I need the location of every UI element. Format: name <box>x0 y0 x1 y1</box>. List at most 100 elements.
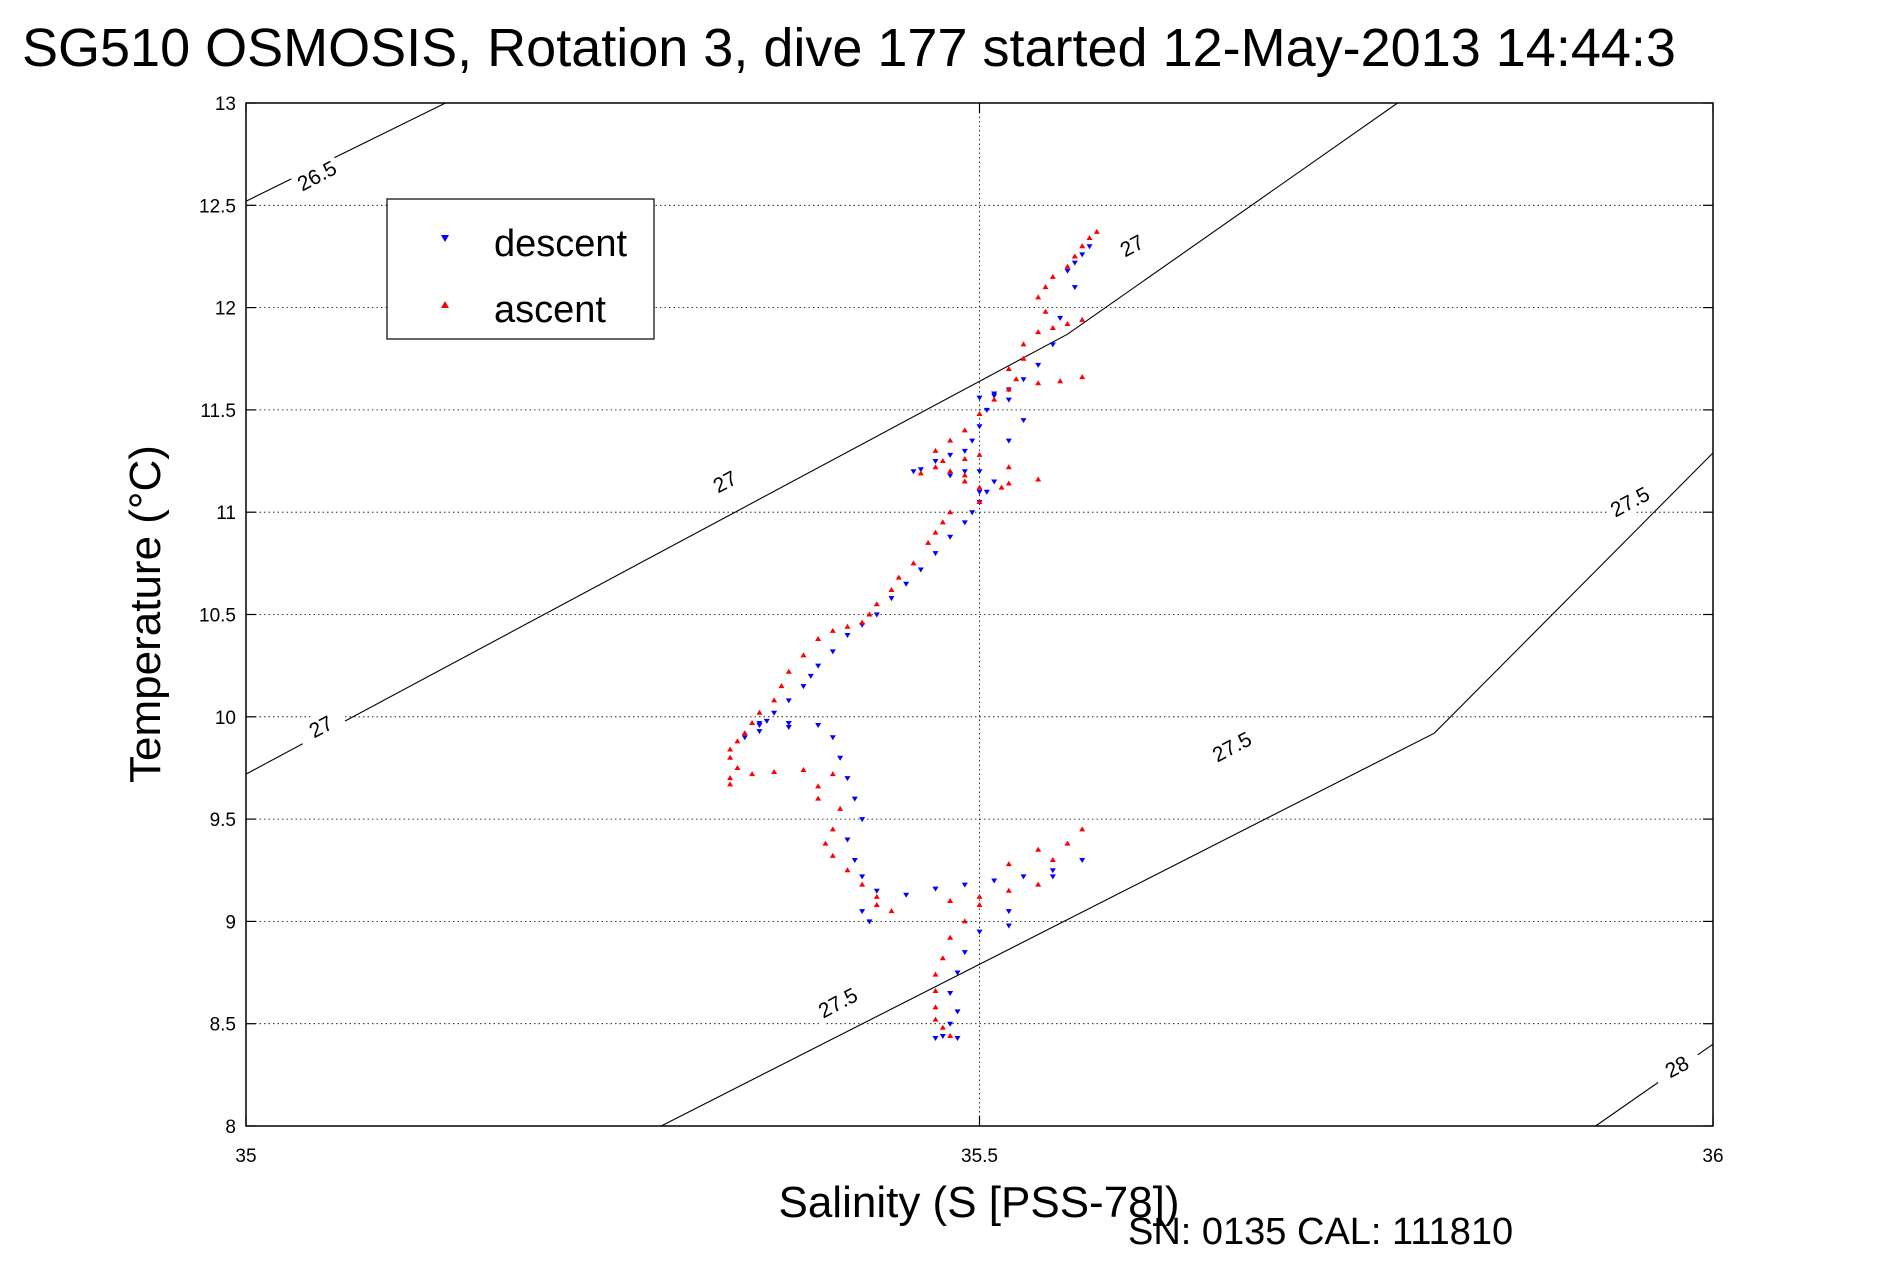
descent-point <box>991 479 998 485</box>
ascent-point <box>1005 464 1012 470</box>
descent-point <box>932 459 939 465</box>
ascent-point <box>815 636 822 642</box>
ascent-point <box>947 468 954 474</box>
descent-point <box>947 452 954 458</box>
y-tick-label: 9 <box>225 912 236 933</box>
isopycnal-line <box>245 102 446 202</box>
descent-point <box>844 837 851 843</box>
ascent-point <box>859 619 866 625</box>
ascent-point <box>947 1032 954 1038</box>
ascent-point <box>741 730 748 736</box>
ascent-point <box>844 867 851 873</box>
descent-point <box>1049 874 1056 880</box>
y-axis-label: Temperature (°C) <box>121 445 170 783</box>
ascent-point <box>947 897 954 903</box>
descent-point <box>888 596 895 602</box>
ascent-point <box>998 484 1005 490</box>
descent-point <box>961 448 968 454</box>
ascent-point <box>1079 374 1086 380</box>
descent-point <box>961 520 968 526</box>
ascent-point <box>727 754 734 760</box>
ascent-point <box>1035 476 1042 482</box>
descent-point <box>932 1036 939 1042</box>
ascent-point <box>1005 365 1012 371</box>
ascent-point <box>1005 480 1012 486</box>
ascent-point <box>976 498 983 504</box>
ascent-point <box>829 627 836 633</box>
descent-point <box>873 612 880 618</box>
descent-point <box>903 892 910 898</box>
contour-label-mask <box>1204 723 1259 769</box>
ascent-point <box>888 586 895 592</box>
y-tick-label: 12 <box>215 299 236 320</box>
ascent-point <box>932 1004 939 1010</box>
descent-point <box>829 735 836 741</box>
descent-point <box>976 469 983 475</box>
ascent-point <box>976 902 983 908</box>
axis-ticks: 35 35.5 36 8 8.5 9 9.5 10 10.5 11 11.5 12 12.5 13 <box>199 94 1724 1167</box>
descent-point <box>785 725 792 731</box>
descent-point <box>829 649 836 655</box>
ascent-point <box>961 478 968 484</box>
ascent-point <box>1035 846 1042 852</box>
ascent-point <box>815 783 822 789</box>
x-tick-label: 35.5 <box>961 1146 998 1167</box>
ascent-point <box>976 451 983 457</box>
descent-point <box>756 729 763 735</box>
descent-point <box>1071 285 1078 291</box>
data-points <box>727 228 1100 1042</box>
ascent-point <box>800 652 807 658</box>
descent-point <box>1079 858 1086 864</box>
descent-point <box>1020 377 1027 383</box>
descent-point <box>932 886 939 892</box>
descent-point <box>1020 418 1027 424</box>
contour-label-mask <box>810 979 865 1025</box>
ascent-point <box>749 719 756 725</box>
ascent-point <box>1079 243 1086 249</box>
descent-point <box>1005 438 1012 444</box>
ascent-point <box>1057 378 1064 384</box>
ascent-point <box>1064 320 1071 326</box>
ascent-point <box>1049 325 1056 331</box>
descent-point <box>1035 362 1042 368</box>
ascent-point <box>771 697 778 703</box>
descent-point <box>976 395 983 401</box>
y-tick-label: 8.5 <box>210 1015 236 1036</box>
ascent-point <box>932 971 939 977</box>
descent-point <box>866 919 873 925</box>
ascent-point <box>756 709 763 715</box>
descent-point <box>910 469 917 475</box>
descent-point <box>1086 244 1093 250</box>
contour-label-mask <box>293 703 348 749</box>
descent-point <box>976 489 983 495</box>
ascent-point <box>925 539 932 545</box>
ascent-point <box>734 764 741 770</box>
ascent-point <box>829 826 836 832</box>
descent-point <box>1057 315 1064 321</box>
ascent-point <box>749 771 756 777</box>
legend-box <box>386 198 655 340</box>
ascent-point <box>727 775 734 781</box>
descent-point <box>976 929 983 935</box>
legend-ascent-marker <box>441 301 449 308</box>
descent-point <box>1020 874 1027 880</box>
contour-label-mask <box>289 152 344 198</box>
descent-point <box>1079 252 1086 258</box>
ascent-point <box>785 668 792 674</box>
y-tick-label: 9.5 <box>210 810 236 831</box>
isopycnal-line <box>660 452 1714 1127</box>
ascent-point <box>1071 253 1078 259</box>
ascent-point <box>939 955 946 961</box>
descent-point <box>991 391 998 397</box>
y-tick-label: 12.5 <box>199 196 236 217</box>
y-tick-label: 13 <box>215 94 236 115</box>
ascent-point <box>1093 228 1100 234</box>
ascent-point <box>815 795 822 801</box>
descent-point <box>756 722 763 728</box>
ascent-point <box>1035 329 1042 335</box>
descent-point <box>947 473 954 479</box>
ascent-point <box>800 766 807 772</box>
descent-point <box>961 469 968 475</box>
ascent-point <box>932 464 939 470</box>
ascent-point <box>822 840 829 846</box>
